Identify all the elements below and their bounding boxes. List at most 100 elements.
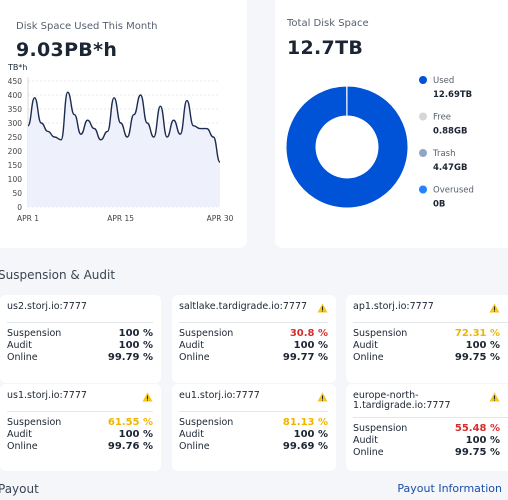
metric-label: Audit [179,340,204,351]
metric-value: 100 % [465,435,500,446]
metric-label: Audit [179,429,204,440]
metric-row: Online 99.79 % [7,352,153,364]
y-tick-label: 400 [8,91,23,100]
metric-value: 100 % [118,429,153,440]
card-value: 12.7TB [287,37,364,59]
divider [7,411,153,412]
metric-row: Online 99.75 % [353,352,508,364]
metric-value: 99.76 % [107,441,153,452]
divider [179,411,328,412]
card-title: Total Disk Space [287,18,369,29]
warning-dot [147,399,148,401]
divider [353,322,508,323]
metric-label: Online [353,447,384,458]
metric-label: Audit [7,340,32,351]
metric-value: 100 % [293,429,328,440]
metric-value: 99.69 % [282,441,328,452]
metric-row: Suspension 61.55 % [7,417,153,429]
metric-value: 100 % [465,340,500,351]
warning-dot [322,399,323,401]
metric-label: Audit [7,429,32,440]
legend-value: 0.88GB [433,127,467,137]
metric-value: 81.13 % [282,417,328,428]
divider [179,322,328,323]
metric-row: Audit 100 % [7,429,153,441]
node-card: eu1.storj.io:7777 Suspension 81.13 % Audit 1… [172,384,336,471]
warning-icon [142,392,153,402]
legend-dot [419,185,427,194]
metric-value: 99.77 % [282,352,328,363]
warning-icon [489,392,500,402]
y-tick-label: 100 [8,175,23,184]
metric-value: 55.48 % [454,423,500,434]
y-tick-label: 0 [17,203,22,212]
donut-chart: Used 12.69TB Free 0.88GB Trash 4.47GB Overused… [285,76,474,210]
x-tick-label: APR 15 [107,214,134,223]
y-tick-label: 50 [12,189,22,198]
metric-row: Suspension 55.48 % [353,423,508,435]
legend-dot [419,76,427,84]
metric-label: Online [7,441,38,452]
metric-row: Audit 100 % [7,340,153,352]
node-name: eu1.storj.io:7777 [179,390,260,401]
warning-icon [489,303,500,313]
warning-dot [494,310,495,312]
metric-row: Suspension 100 % [7,328,153,340]
metric-value: 100 % [118,340,153,351]
node-card: ap1.storj.io:7777 Suspension 72.31 % Audit 1… [346,295,508,383]
metric-row: Suspension 81.13 % [179,417,328,429]
y-tick-label: 350 [8,105,23,114]
legend-value: 0B [433,200,445,210]
node-name: us1.storj.io:7777 [7,390,87,401]
donut-segment [285,85,409,209]
metric-row: Audit 100 % [179,429,328,441]
line-chart: TB*h 0 50 100 150 200 250 300 350 400 450 APR 1 APR … [7,63,234,223]
card-value: 9.03PB*h [16,39,118,61]
metric-value: 100 % [118,328,153,339]
node-card: europe-north-1.tardigrade.io:7777 Suspens… [346,384,508,471]
warning-mark [322,306,323,310]
metric-row: Audit 100 % [179,340,328,352]
metric-label: Suspension [179,328,234,339]
metric-label: Suspension [353,423,408,434]
line [27,91,221,163]
legend-label: Overused [433,186,474,196]
node-name: ap1.storj.io:7777 [353,301,434,312]
divider [353,417,508,418]
metric-value: 72.31 % [454,328,500,339]
metric-row: Audit 100 % [353,340,508,352]
warning-dot [322,310,323,312]
y-tick-label: 250 [8,133,23,142]
payout-link[interactable]: Payout Information [397,482,502,495]
node-name: us2.storj.io:7777 [7,301,87,312]
y-tick-label: 150 [8,161,23,170]
metric-label: Suspension [353,328,408,339]
section-title: Suspension & Audit [0,268,116,282]
card-title: Disk Space Used This Month [16,21,158,32]
legend-value: 4.47GB [433,163,467,173]
metric-value: 99.75 % [454,447,500,458]
x-tick-label: APR 1 [17,214,39,223]
metric-row: Suspension 72.31 % [353,328,508,340]
warning-icon [317,392,328,402]
node-name: saltlake.tardigrade.io:7777 [179,301,308,312]
node-name: europe-north-1.tardigrade.io:7777 [353,390,451,411]
metric-value: 30.8 % [289,328,328,339]
node-card: us1.storj.io:7777 Suspension 61.55 % Audit 1… [0,384,161,471]
node-card: saltlake.tardigrade.io:7777 Suspension 30.… [172,295,336,383]
area [28,92,220,207]
y-axis-label: TB*h [7,63,27,72]
metric-label: Suspension [7,417,62,428]
metric-row: Suspension 30.8 % [179,328,328,340]
legend-dot [419,112,427,121]
metric-label: Suspension [7,328,62,339]
metric-label: Audit [353,435,378,446]
metric-row: Online 99.77 % [179,352,328,364]
y-tick-label: 200 [8,147,23,156]
metric-value: 100 % [293,340,328,351]
metric-row: Online 99.75 % [353,447,508,459]
legend-label: Trash [432,149,455,159]
metric-label: Online [179,352,210,363]
total-disk-card: Total Disk Space 12.7TB Used 12.69TB Free 0… [275,0,508,248]
warning-icon [317,303,328,313]
